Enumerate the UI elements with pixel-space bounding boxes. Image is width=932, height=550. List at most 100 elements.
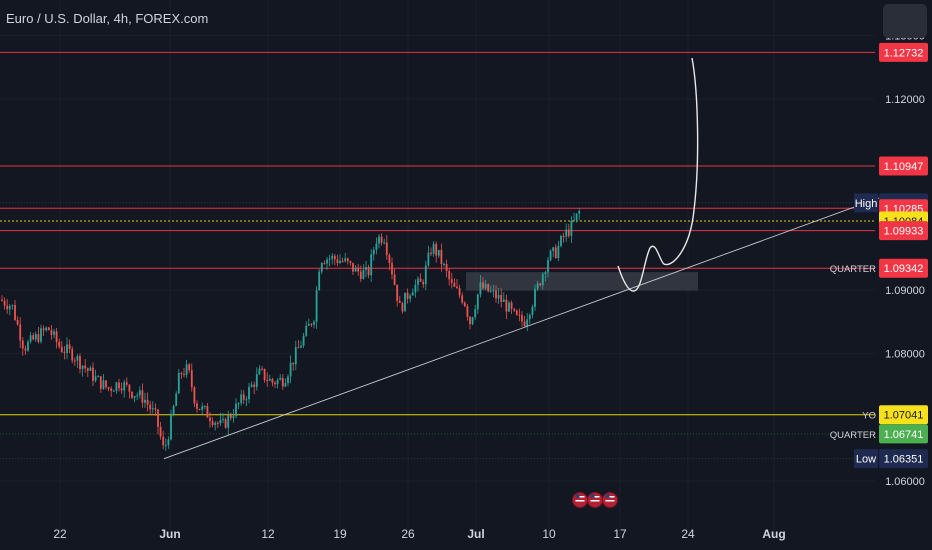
candle-body <box>227 415 230 428</box>
candle-body <box>250 384 253 387</box>
price-label-box <box>879 156 928 176</box>
price-tick-label: 1.12000 <box>885 94 925 106</box>
candle-body <box>552 247 555 251</box>
candle-body <box>339 260 341 264</box>
candle-body <box>105 380 107 388</box>
candle-body <box>357 267 360 272</box>
price-label-text: 1.07041 <box>884 410 924 422</box>
candle-body <box>302 335 305 346</box>
candle-body <box>79 356 81 370</box>
candle-body <box>450 279 453 283</box>
candle-body <box>289 362 292 377</box>
candle-body <box>185 364 188 375</box>
candle-body <box>435 243 438 256</box>
candle-body <box>380 236 383 243</box>
price-tick-label: 1.08000 <box>885 349 925 361</box>
candle-body <box>167 439 170 446</box>
side-label-text: High <box>855 198 878 210</box>
candle-body <box>63 351 66 353</box>
level-labels: 1.127321.109471.10370High1.1028546:001.1… <box>830 42 928 469</box>
candle-body <box>292 362 295 365</box>
time-tick-label: 24 <box>681 527 695 541</box>
event-flag-canton <box>605 494 610 498</box>
candle-body <box>484 284 487 289</box>
side-label-box <box>854 449 878 469</box>
candle-body <box>214 422 217 425</box>
candle-body <box>518 314 521 316</box>
candle-body <box>118 382 120 389</box>
candle-body <box>354 267 357 272</box>
candle-body <box>263 368 266 381</box>
candle-body <box>305 325 308 336</box>
candle-body <box>131 391 133 398</box>
candle-body <box>341 260 344 262</box>
candle-body <box>318 271 321 291</box>
candle-body <box>445 264 448 272</box>
candle-body <box>539 283 542 286</box>
price-label-box <box>879 405 928 425</box>
price-label-text: 1.09342 <box>884 263 924 275</box>
candle-body <box>474 309 477 318</box>
candle-body <box>81 365 84 370</box>
candle-body <box>224 419 227 428</box>
candle-body <box>521 315 523 322</box>
chart-settings-button[interactable] <box>883 4 927 38</box>
candle-body <box>536 283 539 289</box>
candle-body <box>557 245 560 259</box>
candle-body <box>175 393 178 406</box>
candle-body <box>99 376 102 389</box>
candle-body <box>255 374 258 388</box>
side-label-text: QUARTER <box>830 430 876 441</box>
candle-body <box>562 235 565 237</box>
price-label-text: 1.06741 <box>884 429 924 441</box>
candle-body <box>136 395 139 397</box>
candle-body <box>138 390 141 396</box>
candle-body <box>242 394 245 400</box>
candle-body <box>432 243 435 254</box>
chart-grid <box>0 0 875 535</box>
price-label-text: 1.06351 <box>884 454 924 466</box>
candle-body <box>183 373 185 375</box>
candle-body <box>453 282 456 287</box>
event-flag-canton <box>590 494 595 498</box>
candle-body <box>162 436 165 446</box>
candle-body <box>513 308 516 311</box>
candle-body <box>463 302 466 307</box>
candle-body <box>502 299 505 302</box>
candle-body <box>526 319 529 327</box>
candle-body <box>112 390 115 392</box>
candle-body <box>60 346 63 352</box>
candle-body <box>367 267 370 276</box>
candle-body <box>469 316 471 325</box>
candle-body <box>6 305 9 310</box>
candle-body <box>232 416 235 419</box>
time-tick-label: 17 <box>613 527 627 541</box>
candle-body <box>461 295 464 303</box>
event-flag-stripe <box>590 500 600 502</box>
candle-body <box>523 321 526 327</box>
time-tick-label: Aug <box>762 527 785 541</box>
candle-body <box>456 286 458 289</box>
candle-body <box>554 247 557 259</box>
candle-body <box>388 255 391 264</box>
candle-body <box>510 302 513 309</box>
candle-body <box>177 373 180 394</box>
candle-body <box>274 382 276 385</box>
candle-body <box>120 388 123 391</box>
candle-body <box>466 306 469 317</box>
candle-body <box>271 378 274 383</box>
candle-body <box>201 406 204 410</box>
candle-body <box>128 384 131 392</box>
candle-body <box>336 259 339 264</box>
candle-body <box>578 210 581 214</box>
candle-body <box>115 382 118 391</box>
candle-body <box>45 327 48 331</box>
candle-body <box>396 284 399 301</box>
candle-body <box>110 388 113 391</box>
candle-body <box>372 249 375 255</box>
candle-body <box>29 335 32 342</box>
candle-body <box>198 408 201 410</box>
candle-body <box>66 344 68 353</box>
candle-body <box>92 367 94 381</box>
